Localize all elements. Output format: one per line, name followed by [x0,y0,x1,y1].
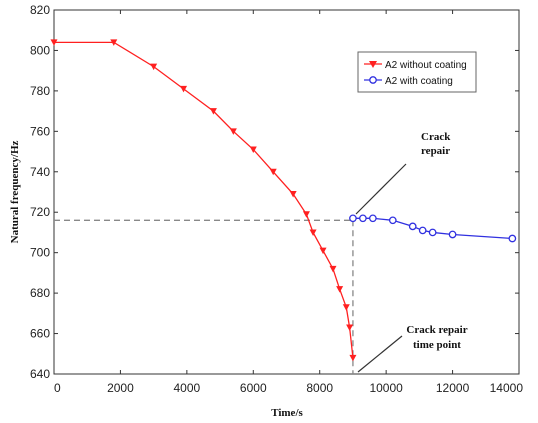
data-point-without-coating [249,146,257,154]
y-axis-title: Natural frequency/Hz [9,141,21,244]
data-point-without-coating [209,108,217,115]
y-tick-label: 800 [30,43,50,57]
data-point-with-coating [418,226,427,235]
y-tick-label: 780 [30,84,50,98]
data-point-with-coating [369,214,377,223]
legend-marker-circle [369,76,377,84]
data-point-without-coating [229,128,237,135]
data-point-without-coating [180,85,188,93]
data-point-without-coating [150,63,158,71]
x-tick-label: 0 [54,381,61,395]
data-point-with-coating [428,228,437,237]
data-point-without-coating [269,168,277,176]
x-axis-ticks: 0 2000 4000 6000 8000 10000 12000 14000 [53,10,524,395]
data-point-with-coating [359,214,367,223]
annotation-time-point-line2: time point [413,339,461,351]
legend-box [357,51,477,93]
data-point-without-coating [309,229,317,236]
x-tick-label: 8000 [306,381,333,395]
x-tick-label: 4000 [174,381,201,395]
y-tick-label: 740 [30,165,50,179]
legend: A2 without coating A2 with coating [357,51,477,93]
data-point-without-coating [342,304,350,311]
data-point-with-coating [388,216,397,225]
y-tick-label: 760 [30,124,50,138]
crack-repair-pointer [355,163,407,215]
data-point-without-coating [346,324,354,331]
legend-marker-triangle [369,61,377,68]
y-tick-label: 640 [30,367,50,381]
y-tick-label: 680 [30,286,50,300]
annotation-time-point-line1: Crack repair [406,324,467,336]
data-point-with-coating [448,230,457,239]
x-tick-label: 12000 [436,381,470,395]
time-point-pointer [357,335,403,373]
y-tick-label: 720 [30,205,50,219]
x-tick-label: 14000 [490,381,524,395]
data-point-with-coating [508,234,517,243]
y-axis-ticks: 640 660 680 700 720 740 760 780 800 820 [30,3,519,381]
data-point-with-coating [408,222,417,231]
y-tick-label: 660 [30,327,50,341]
x-axis-title: Time/s [271,407,303,419]
data-point-without-coating [319,247,327,255]
x-tick-label: 10000 [369,381,403,395]
data-point-without-coating [289,191,297,198]
x-tick-label: 2000 [107,381,134,395]
data-point-with-coating [349,214,357,223]
annotation-crack-repair-line2: repair [421,145,450,157]
data-point-without-coating [336,286,344,293]
x-tick-label: 6000 [240,381,267,395]
legend-label-with-coating: A2 with coating [385,76,453,87]
reference-lines [54,219,354,374]
series-layer [50,39,517,362]
data-point-without-coating [110,39,118,46]
y-tick-label: 700 [30,246,50,260]
data-point-without-coating [329,265,337,273]
legend-label-without-coating: A2 without coating [385,60,467,71]
y-tick-label: 820 [30,3,50,17]
data-point-without-coating [302,211,310,218]
data-point-without-coating [349,354,357,362]
data-point-without-coating [50,39,58,46]
annotation-crack-repair-line1: Crack [421,131,451,143]
